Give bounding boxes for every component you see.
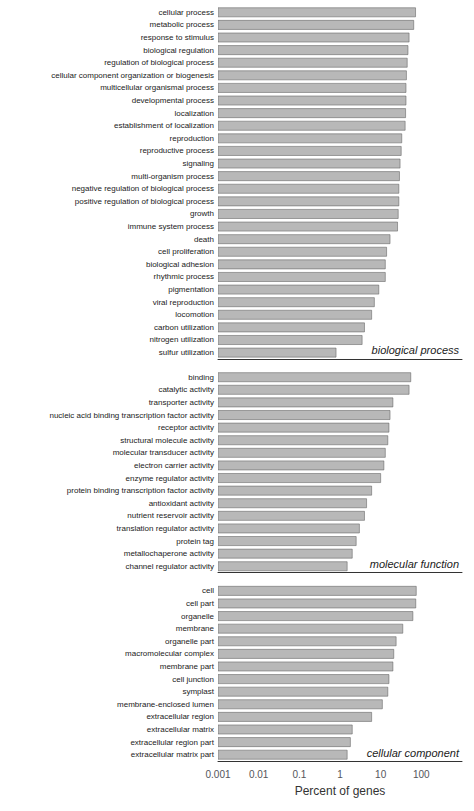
svg-text:membrane part: membrane part	[160, 662, 215, 671]
svg-text:nitrogen utilization: nitrogen utilization	[150, 335, 214, 344]
svg-text:regulation of biological proce: regulation of biological process	[104, 58, 214, 67]
svg-text:binding: binding	[188, 373, 214, 382]
svg-text:10: 10	[375, 769, 387, 780]
svg-text:enzyme regulator activity: enzyme regulator activity	[126, 474, 214, 483]
svg-text:localization: localization	[174, 109, 214, 118]
svg-text:100: 100	[413, 769, 430, 780]
svg-text:cellular process: cellular process	[158, 8, 214, 17]
svg-text:0.1: 0.1	[292, 769, 306, 780]
svg-text:reproductive process: reproductive process	[140, 146, 214, 155]
svg-text:biological process: biological process	[372, 344, 460, 356]
svg-text:locomotion: locomotion	[175, 310, 214, 319]
svg-text:receptor activity: receptor activity	[158, 423, 214, 432]
svg-text:viral reproduction: viral reproduction	[153, 298, 214, 307]
svg-text:metallochaperone activity: metallochaperone activity	[124, 549, 214, 558]
svg-text:multi-organism process: multi-organism process	[131, 172, 214, 181]
svg-text:molecular function: molecular function	[370, 558, 459, 570]
svg-text:0.01: 0.01	[249, 769, 269, 780]
svg-text:protein tag: protein tag	[176, 537, 214, 546]
svg-text:electron carrier activity: electron carrier activity	[134, 461, 214, 470]
svg-text:extracellular matrix: extracellular matrix	[147, 725, 214, 734]
svg-text:macromolecular complex: macromolecular complex	[125, 649, 214, 658]
svg-text:nucleic acid binding transcrip: nucleic acid binding transcription facto…	[49, 411, 214, 420]
svg-text:extracellular region part: extracellular region part	[130, 738, 214, 747]
svg-text:positive regulation of biologi: positive regulation of biological proces…	[75, 197, 214, 206]
svg-text:response to stimulus: response to stimulus	[141, 33, 214, 42]
svg-text:sulfur utilization: sulfur utilization	[159, 348, 214, 357]
svg-text:rhythmic process: rhythmic process	[154, 272, 214, 281]
svg-text:establishment of localization: establishment of localization	[114, 121, 214, 130]
svg-text:negative regulation of biologi: negative regulation of biological proces…	[72, 184, 214, 193]
svg-text:transporter activity: transporter activity	[149, 398, 214, 407]
svg-text:multicellular organismal proce: multicellular organismal process	[100, 83, 214, 92]
svg-text:cell proliferation: cell proliferation	[158, 247, 214, 256]
svg-text:molecular transducer activity: molecular transducer activity	[113, 448, 214, 457]
svg-text:symplast: symplast	[182, 687, 214, 696]
svg-text:cell: cell	[202, 586, 214, 595]
svg-text:cellular component organizatio: cellular component organization or bioge…	[51, 71, 214, 80]
svg-text:biological regulation: biological regulation	[143, 46, 214, 55]
svg-text:1: 1	[337, 769, 343, 780]
svg-text:signaling: signaling	[182, 159, 214, 168]
svg-text:organelle: organelle	[181, 612, 214, 621]
svg-text:0.001: 0.001	[205, 769, 230, 780]
svg-text:membrane-enclosed lumen: membrane-enclosed lumen	[117, 700, 214, 709]
svg-text:cell part: cell part	[186, 599, 215, 608]
svg-text:protein binding transcription: protein binding transcription factor act…	[67, 486, 214, 495]
svg-text:Percent of genes: Percent of genes	[295, 784, 386, 798]
svg-text:cell junction: cell junction	[172, 675, 214, 684]
svg-text:nutrient reservoir activity: nutrient reservoir activity	[127, 511, 214, 520]
svg-text:reproduction: reproduction	[170, 134, 214, 143]
svg-text:extracellular matrix part: extracellular matrix part	[131, 750, 215, 759]
svg-text:developmental process: developmental process	[132, 96, 214, 105]
svg-text:biological adhesion: biological adhesion	[146, 260, 214, 269]
svg-text:catalytic activity: catalytic activity	[158, 385, 214, 394]
svg-text:pigmentation: pigmentation	[168, 285, 214, 294]
svg-text:extracellular region: extracellular region	[146, 712, 214, 721]
svg-text:antioxidant activity: antioxidant activity	[149, 499, 214, 508]
svg-text:structural molecule activity: structural molecule activity	[120, 436, 214, 445]
svg-text:immune system process: immune system process	[128, 222, 214, 231]
svg-text:cellular component: cellular component	[367, 747, 460, 759]
svg-text:growth: growth	[190, 209, 214, 218]
svg-text:translation regulator activity: translation regulator activity	[117, 524, 214, 533]
svg-text:metabolic process: metabolic process	[150, 20, 214, 29]
svg-text:carbon utilization: carbon utilization	[154, 323, 214, 332]
svg-text:membrane: membrane	[176, 624, 215, 633]
svg-text:death: death	[194, 235, 214, 244]
svg-text:channel regulator activity: channel regulator activity	[126, 562, 215, 571]
svg-text:organelle part: organelle part	[165, 637, 215, 646]
